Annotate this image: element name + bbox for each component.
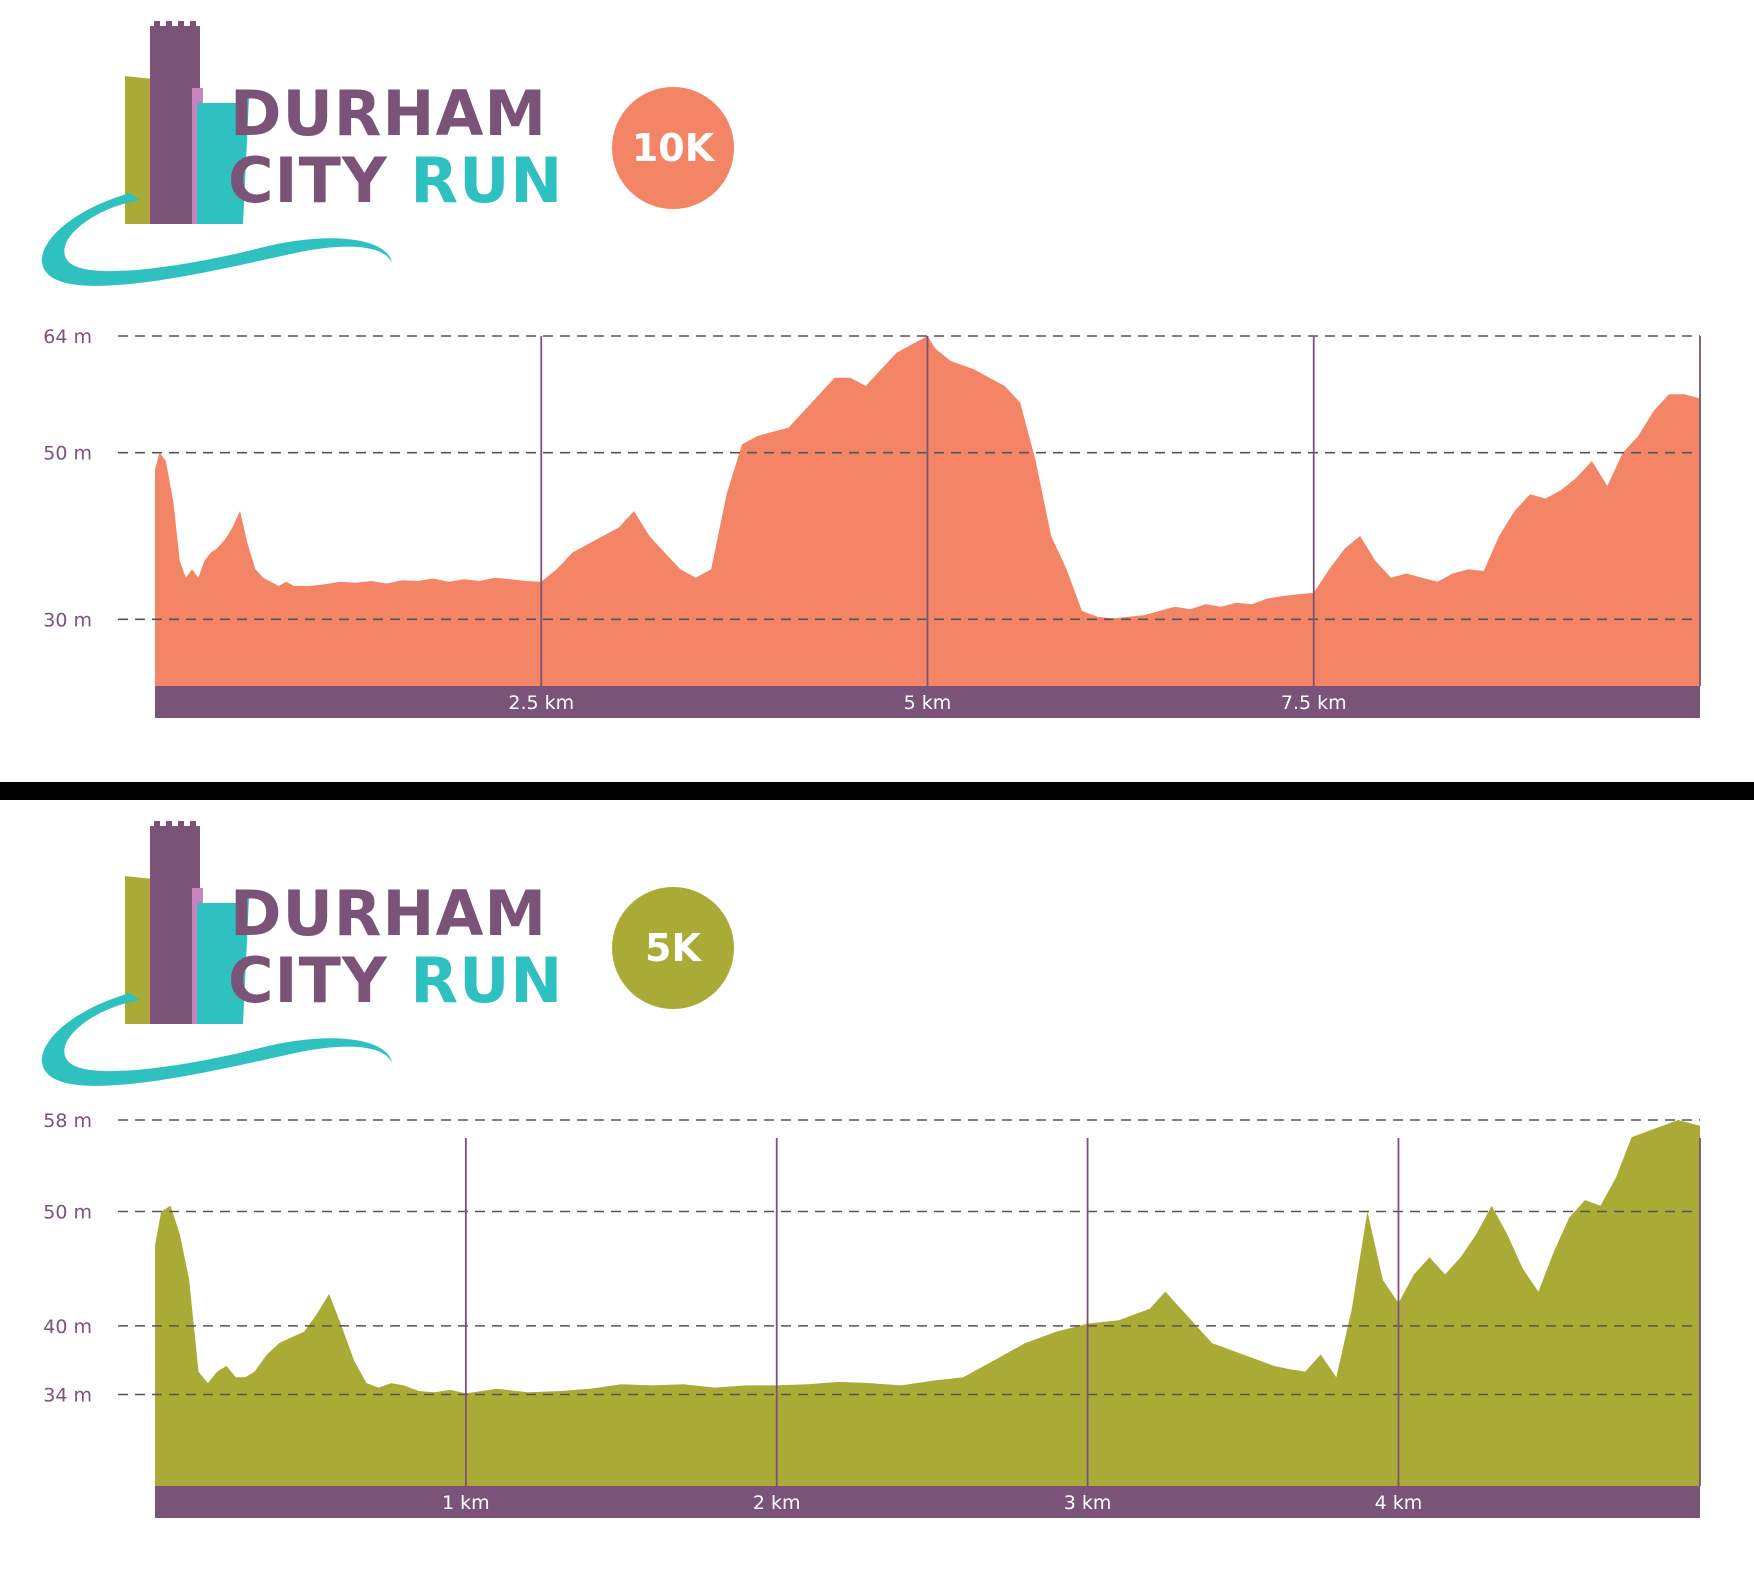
panel-10k: DURHAM CITY RUN 10K 30 m 50 m 64 m 2.5 km 5 … bbox=[0, 0, 1754, 782]
brand-run: RUN bbox=[410, 144, 564, 217]
distance-badge: 5K bbox=[612, 887, 734, 1009]
y-tick-label: 64 m bbox=[43, 326, 92, 348]
panel-divider bbox=[0, 782, 1754, 800]
x-axis-bar bbox=[155, 1486, 1700, 1518]
x-tick-label: 2 km bbox=[753, 1492, 801, 1514]
brand-name-line2: CITY RUN bbox=[228, 150, 563, 212]
brand-name-line2: CITY RUN bbox=[228, 950, 563, 1012]
castle-swoosh-icon bbox=[41, 821, 392, 1086]
y-tick-label: 50 m bbox=[43, 443, 92, 465]
brand-city: CITY bbox=[228, 944, 411, 1017]
brand-name-line1: DURHAM bbox=[230, 877, 548, 950]
y-tick-label: 40 m bbox=[43, 1316, 92, 1338]
race-logo-5k bbox=[30, 818, 790, 1103]
y-tick-label: 30 m bbox=[43, 609, 92, 631]
distance-badge: 10K bbox=[612, 87, 734, 209]
race-logo-10k bbox=[30, 18, 790, 303]
x-tick-label: 5 km bbox=[904, 692, 952, 714]
y-tick-label: 58 m bbox=[43, 1110, 92, 1132]
x-tick-label: 1 km bbox=[442, 1492, 490, 1514]
x-tick-label: 4 km bbox=[1375, 1492, 1423, 1514]
brand-name-line1: DURHAM bbox=[230, 77, 548, 150]
x-tick-label: 2.5 km bbox=[508, 692, 574, 714]
y-tick-label: 50 m bbox=[43, 1202, 92, 1224]
castle-swoosh-icon bbox=[41, 21, 392, 286]
brand-run: RUN bbox=[410, 944, 564, 1017]
y-tick-label: 34 m bbox=[43, 1385, 92, 1407]
elevation-area bbox=[155, 1120, 1700, 1486]
panel-5k: DURHAM CITY RUN 5K 34 m 40 m 50 m 58 m 1 km 2… bbox=[0, 800, 1754, 1582]
x-axis-bar bbox=[155, 686, 1700, 718]
elevation-chart-10k: 30 m 50 m 64 m 2.5 km 5 km 7.5 km bbox=[43, 326, 1701, 718]
brand-city: CITY bbox=[228, 144, 411, 217]
x-tick-label: 3 km bbox=[1064, 1492, 1112, 1514]
x-tick-label: 7.5 km bbox=[1281, 692, 1347, 714]
elevation-chart-5k: 34 m 40 m 50 m 58 m 1 km 2 km 3 km 4 km bbox=[43, 1110, 1701, 1518]
